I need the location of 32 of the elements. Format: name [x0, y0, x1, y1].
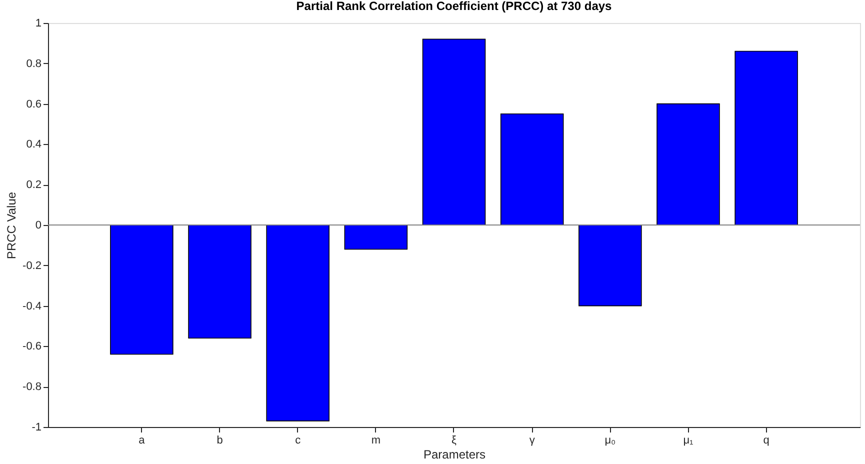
y-tick-label: -0.8 [22, 381, 42, 394]
y-tick-label: 0.2 [26, 179, 42, 192]
x-axis-title: Parameters [423, 448, 486, 462]
bar [344, 224, 408, 250]
x-tick-label: μ₁ [683, 434, 694, 446]
bar [500, 114, 564, 226]
bar [734, 50, 798, 226]
x-tick-label: a [138, 434, 146, 446]
x-tick-label: q [763, 434, 770, 446]
x-tick-label: m [371, 434, 381, 446]
y-tick-label: -0.2 [22, 260, 42, 272]
x-tick-label: γ [529, 434, 536, 446]
x-tick-label: μ₀ [604, 434, 616, 446]
x-tick-label: b [216, 434, 223, 446]
x-tick-label: c [295, 434, 302, 446]
y-axis-title: PRCC Value [4, 192, 19, 260]
bar [266, 224, 330, 422]
y-tick-label: -0.6 [22, 340, 42, 353]
y-tick-label: 0.6 [26, 98, 42, 110]
bar [578, 224, 642, 306]
y-tick-label: 0.8 [26, 58, 42, 70]
x-tick-label: ξ [452, 434, 457, 446]
y-tick-label: 1 [35, 18, 42, 30]
y-tick-label: -0.4 [22, 300, 42, 312]
chart-title: Partial Rank Correlation Coefficient (PRCC) at 730 days [296, 0, 612, 13]
bar [110, 224, 174, 355]
y-tick-label: -1 [32, 422, 42, 434]
y-tick-label: 0 [35, 220, 42, 232]
bar [656, 103, 720, 226]
y-tick-label: 0.4 [26, 138, 42, 151]
bar [188, 224, 252, 339]
bar [422, 38, 486, 226]
